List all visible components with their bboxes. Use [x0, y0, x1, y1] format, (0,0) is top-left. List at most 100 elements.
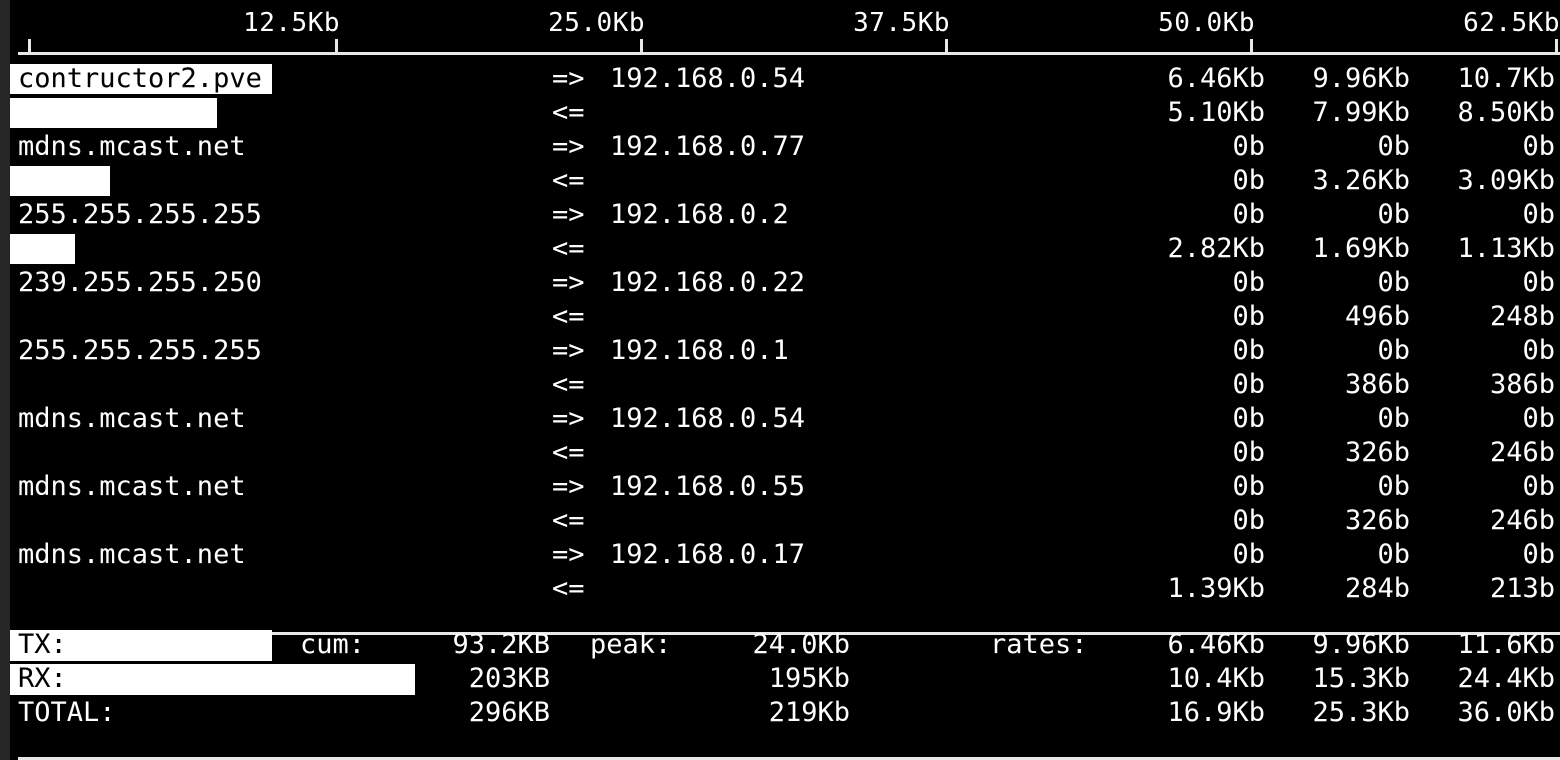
- connection-row-tx[interactable]: 239.255.255.250 192.168.0.22 => 0b 0b 0b: [10, 266, 1560, 300]
- rate-value-40s: 213b: [1489, 573, 1555, 604]
- rate-value-2s: 6.46Kb: [1167, 63, 1265, 94]
- connection-list[interactable]: contructor2.pve 192.168.0.54 => 6.46Kb 9.96K…: [10, 62, 1560, 622]
- summary-row-label: TOTAL:: [18, 697, 116, 728]
- rate-value-2s: 0b: [1232, 403, 1265, 434]
- summary-rate-10s: 9.96Kb: [1312, 629, 1410, 660]
- ruler-tick: [945, 39, 948, 54]
- rate-value-2s: 0b: [1232, 131, 1265, 162]
- connection-row-tx[interactable]: mdns.mcast.net 192.168.0.77 => 0b 0b 0b: [10, 130, 1560, 164]
- connection-row-tx[interactable]: 255.255.255.255 192.168.0.1 => 0b 0b 0b: [10, 334, 1560, 368]
- rate-value-2s: 0b: [1232, 369, 1265, 400]
- rate-value-40s: 0b: [1522, 267, 1555, 298]
- bandwidth-bar-rx: [10, 234, 75, 264]
- summary-row: RX: 203KB 195Kb 10.4Kb 15.3Kb 24.4Kb: [10, 662, 1560, 696]
- bandwidth-scale-ruler: 12.5Kb 25.0Kb 37.5Kb 50.0Kb 62.5Kb: [10, 8, 1560, 62]
- rate-value-2s: 5.10Kb: [1167, 97, 1265, 128]
- direction-arrow-inbound-icon: <=: [552, 97, 585, 128]
- cumulative-label: cum:: [300, 629, 366, 660]
- direction-arrow-outbound-icon: =>: [552, 199, 585, 230]
- rate-value-40s: 0b: [1522, 131, 1555, 162]
- rate-value-2s: 0b: [1232, 437, 1265, 468]
- summary-footer: TX: cum: peak: rates: 93.2KB 24.0Kb 6.46Kb 9.96…: [10, 628, 1560, 748]
- bandwidth-bar-rx: [10, 166, 110, 196]
- connection-row-rx[interactable]: <= 0b 3.26Kb 3.09Kb: [10, 164, 1560, 198]
- destination-host-label: 192.168.0.55: [610, 471, 806, 502]
- source-host-label: 239.255.255.250: [18, 267, 262, 298]
- rate-value-2s: 1.39Kb: [1167, 573, 1265, 604]
- source-host-label: mdns.mcast.net: [18, 539, 246, 570]
- ruler-baseline: [18, 52, 1560, 55]
- rate-value-40s: 0b: [1522, 403, 1555, 434]
- connection-row-rx[interactable]: <= 1.39Kb 284b 213b: [10, 572, 1560, 606]
- connection-row-rx[interactable]: <= 5.10Kb 7.99Kb 8.50Kb: [10, 96, 1560, 130]
- direction-arrow-outbound-icon: =>: [552, 403, 585, 434]
- list-footer-divider: [18, 632, 1560, 635]
- direction-arrow-inbound-icon: <=: [552, 369, 585, 400]
- rate-value-10s: 0b: [1377, 131, 1410, 162]
- summary-bandwidth-bar: [10, 630, 272, 661]
- summary-rate-2s: 6.46Kb: [1167, 629, 1265, 660]
- connection-row-rx[interactable]: <= 0b 386b 386b: [10, 368, 1560, 402]
- rate-value-10s: 0b: [1377, 199, 1410, 230]
- rate-value-40s: 386b: [1489, 369, 1555, 400]
- rate-value-40s: 246b: [1489, 505, 1555, 536]
- rate-value-2s: 0b: [1232, 471, 1265, 502]
- direction-arrow-outbound-icon: =>: [552, 63, 585, 94]
- rate-value-2s: 0b: [1232, 165, 1265, 196]
- rate-value-40s: 3.09Kb: [1457, 165, 1555, 196]
- ruler-tick: [1555, 39, 1558, 54]
- summary-rate-40s: 36.0Kb: [1457, 697, 1555, 728]
- rate-value-10s: 386b: [1344, 369, 1410, 400]
- source-host-label: 255.255.255.255: [18, 335, 262, 366]
- direction-arrow-inbound-icon: <=: [552, 165, 585, 196]
- connection-row-rx[interactable]: <= 0b 496b 248b: [10, 300, 1560, 334]
- connection-row-tx[interactable]: mdns.mcast.net 192.168.0.54 => 0b 0b 0b: [10, 402, 1560, 436]
- rate-value-2s: 0b: [1232, 539, 1265, 570]
- cumulative-value: 203KB: [468, 663, 550, 694]
- summary-rate-2s: 16.9Kb: [1167, 697, 1265, 728]
- peak-label: peak:: [590, 629, 672, 660]
- rate-value-10s: 0b: [1377, 539, 1410, 570]
- connection-row-rx[interactable]: <= 2.82Kb 1.69Kb 1.13Kb: [10, 232, 1560, 266]
- summary-rate-10s: 25.3Kb: [1312, 697, 1410, 728]
- summary-row-label: TX:: [18, 629, 67, 660]
- direction-arrow-outbound-icon: =>: [552, 267, 585, 298]
- direction-arrow-outbound-icon: =>: [552, 131, 585, 162]
- ruler-label: 37.5Kb: [853, 8, 950, 38]
- summary-row: TX: cum: peak: rates: 93.2KB 24.0Kb 6.46Kb 9.96…: [10, 628, 1560, 662]
- peak-value: 219Kb: [768, 697, 850, 728]
- cumulative-value: 296KB: [468, 697, 550, 728]
- direction-arrow-outbound-icon: =>: [552, 335, 585, 366]
- connection-row-rx[interactable]: <= 0b 326b 246b: [10, 436, 1560, 470]
- direction-arrow-inbound-icon: <=: [552, 233, 585, 264]
- connection-row-tx[interactable]: 255.255.255.255 192.168.0.2 => 0b 0b 0b: [10, 198, 1560, 232]
- connection-row-tx[interactable]: contructor2.pve 192.168.0.54 => 6.46Kb 9.96K…: [10, 62, 1560, 96]
- rate-value-40s: 8.50Kb: [1457, 97, 1555, 128]
- rate-value-10s: 0b: [1377, 335, 1410, 366]
- rate-value-2s: 0b: [1232, 267, 1265, 298]
- connection-row-tx[interactable]: mdns.mcast.net 192.168.0.55 => 0b 0b 0b: [10, 470, 1560, 504]
- rate-value-10s: 326b: [1344, 505, 1410, 536]
- direction-arrow-inbound-icon: <=: [552, 437, 585, 468]
- connection-row-rx[interactable]: <= 0b 326b 246b: [10, 504, 1560, 538]
- destination-host-label: 192.168.0.54: [610, 403, 806, 434]
- ruler-tick: [335, 39, 338, 54]
- rate-value-40s: 0b: [1522, 335, 1555, 366]
- direction-arrow-inbound-icon: <=: [552, 505, 585, 536]
- destination-host-label: 192.168.0.54: [610, 63, 806, 94]
- destination-host-label: 192.168.0.22: [610, 267, 806, 298]
- rate-value-2s: 0b: [1232, 335, 1265, 366]
- summary-row: TOTAL: 296KB 219Kb 16.9Kb 25.3Kb 36.0Kb: [10, 696, 1560, 730]
- bandwidth-bar-tx: [10, 64, 272, 94]
- destination-host-label: 192.168.0.1: [610, 335, 789, 366]
- summary-rate-10s: 15.3Kb: [1312, 663, 1410, 694]
- ruler-origin-tick: [28, 39, 31, 54]
- ruler-label: 25.0Kb: [548, 8, 645, 38]
- summary-rate-40s: 24.4Kb: [1457, 663, 1555, 694]
- ruler-tick: [1250, 39, 1253, 54]
- rate-value-40s: 10.7Kb: [1457, 63, 1555, 94]
- rate-value-10s: 496b: [1344, 301, 1410, 332]
- connection-row-tx[interactable]: mdns.mcast.net 192.168.0.17 => 0b 0b 0b: [10, 538, 1560, 572]
- rate-value-2s: 0b: [1232, 301, 1265, 332]
